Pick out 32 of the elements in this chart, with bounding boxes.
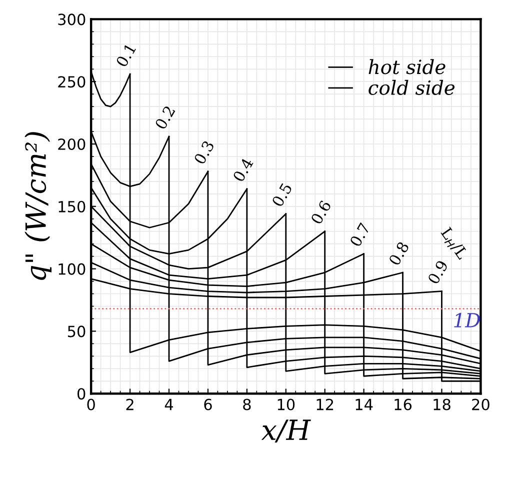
annotation: L$_{H}$/L: [438, 226, 469, 262]
x-tick-label: 10: [278, 398, 295, 410]
annotation: 0.1: [116, 44, 136, 68]
annotation: 0.3: [193, 140, 215, 165]
annotation: 0.5: [271, 182, 292, 208]
x-tick-label: 2: [126, 398, 134, 410]
y-axis-title: q" (W/cm²): [24, 132, 52, 280]
x-tick-label: 6: [204, 398, 212, 410]
annotation: 0.2: [154, 105, 176, 130]
legend-label: cold side: [368, 80, 455, 95]
y-tick-label: 50: [68, 326, 86, 338]
x-tick-label: 0: [87, 398, 95, 410]
x-tick-label: 18: [434, 398, 450, 410]
x-tick-label: 4: [164, 398, 174, 410]
x-tick-label: 16: [394, 398, 412, 410]
annotation: 0.8: [388, 240, 410, 266]
annotation: 0.7: [349, 222, 370, 248]
legend-label: hot side: [368, 59, 446, 74]
y-tick-label: 250: [58, 76, 86, 88]
x-tick-label: 8: [243, 398, 251, 410]
y-tick-label: 150: [58, 200, 86, 212]
x-tick-label: 14: [356, 398, 373, 410]
annotation: 0.4: [232, 157, 254, 182]
x-tick-label: 20: [472, 398, 490, 410]
y-tick-label: 100: [58, 263, 86, 275]
y-tick-label: 0: [78, 388, 86, 400]
y-tick-label: 200: [58, 138, 86, 150]
x-axis-title: x/H: [261, 420, 311, 442]
annotation: 0.9: [427, 260, 448, 285]
y-tick-label: 300: [58, 14, 86, 26]
annotation: 0.6: [310, 200, 332, 225]
x-tick-label: 12: [316, 398, 334, 410]
